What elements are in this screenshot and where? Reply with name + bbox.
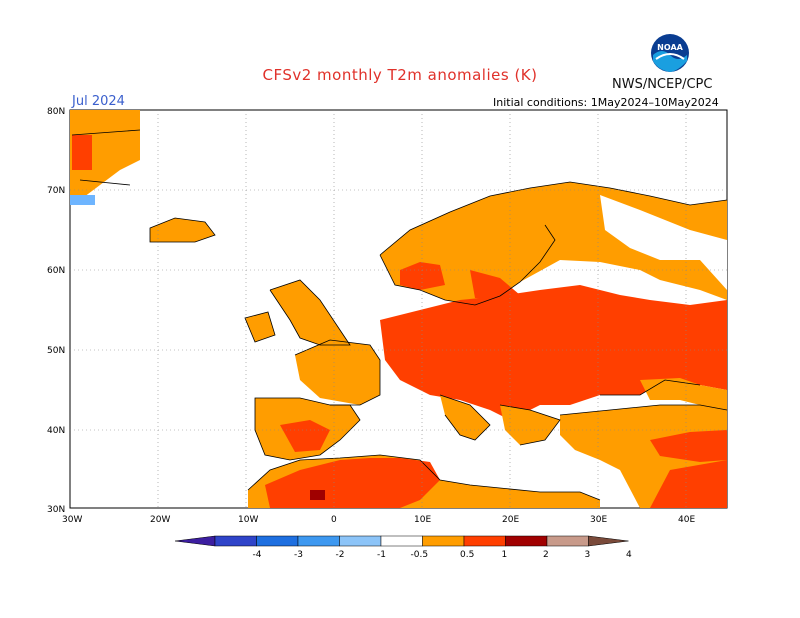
colorbar-arrow-high [588, 535, 629, 547]
agency-label: NWS/NCEP/CPC [612, 77, 713, 92]
longitude-labels: 30W 20W 10W 0 10E 20E 30E 40E [62, 515, 695, 525]
colorbar-swatch [505, 535, 548, 547]
colorbar-label: -1 [377, 550, 386, 560]
latitude-labels: 80N 70N 60N 50N 40N 30N [47, 107, 65, 515]
lat-label: 30N [47, 505, 65, 515]
noaa-logo: NOAA [651, 34, 689, 72]
colorbar-label: -3 [294, 550, 303, 560]
lon-label: 20W [150, 515, 170, 525]
lat-label: 80N [47, 107, 65, 117]
colorbar-label: -0.5 [411, 550, 429, 560]
colorbar-swatch [463, 535, 506, 547]
colorbar-swatch [214, 535, 257, 547]
anomaly-fields [70, 110, 727, 508]
colorbar-label: 3 [585, 550, 591, 560]
lon-label: 0 [331, 515, 337, 525]
colorbar-label: 4 [626, 550, 632, 560]
lon-label: 40E [678, 515, 695, 525]
svg-text:NOAA: NOAA [657, 43, 683, 52]
colorbar-swatch [546, 535, 589, 547]
lat-label: 60N [47, 266, 65, 276]
colorbar: -4 -3 -2 -1 -0.5 0.5 1 2 3 4 [174, 535, 632, 560]
colorbar-swatch [422, 535, 465, 547]
lon-label: 30W [62, 515, 82, 525]
colorbar-label: 0.5 [460, 550, 474, 560]
colorbar-swatch [256, 535, 299, 547]
lon-label: 10W [238, 515, 258, 525]
forecast-month: Jul 2024 [72, 94, 125, 109]
coastlines [71, 129, 728, 501]
lon-label: 10E [414, 515, 431, 525]
colorbar-swatch [339, 535, 382, 547]
colorbar-label: 2 [543, 550, 549, 560]
lat-label: 50N [47, 346, 65, 356]
colorbar-label: 1 [502, 550, 508, 560]
lat-label: 70N [47, 186, 65, 196]
lat-label: 40N [47, 426, 65, 436]
colorbar-label: -4 [253, 550, 262, 560]
lon-label: 30E [590, 515, 607, 525]
colorbar-arrow-low [174, 535, 216, 547]
graticule [70, 110, 727, 508]
colorbar-swatch [297, 535, 340, 547]
colorbar-swatch [380, 535, 423, 547]
map-title: CFSv2 monthly T2m anomalies (K) [262, 66, 538, 84]
lon-label: 20E [502, 515, 519, 525]
colorbar-label: -2 [336, 550, 345, 560]
initial-conditions-label: Initial conditions: 1May2024–10May2024 [493, 96, 719, 109]
